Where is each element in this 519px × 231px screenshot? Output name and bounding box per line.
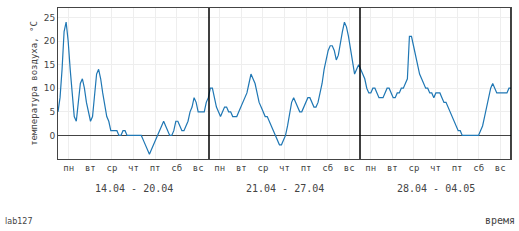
svg-text:ср: ср [409,163,420,173]
svg-text:14.04 - 20.04: 14.04 - 20.04 [95,183,173,194]
svg-text:15: 15 [44,60,55,70]
svg-text:пт: пт [150,163,161,173]
svg-text:сб: сб [473,163,484,173]
svg-text:0: 0 [49,131,55,141]
svg-text:lab127: lab127 [5,217,32,226]
svg-text:сб: сб [171,163,182,173]
svg-text:вс: вс [344,163,355,173]
svg-text:10: 10 [44,83,56,93]
svg-text:ср: ср [258,163,269,173]
svg-text:температура воздуха, °С: температура воздуха, °С [29,21,39,146]
svg-text:вс: вс [495,163,506,173]
svg-text:вт: вт [85,163,96,173]
svg-text:пн: пн [365,163,376,173]
svg-text:чт: чт [430,163,441,173]
svg-text:пн: пн [214,163,225,173]
svg-text:28.04 - 04.05: 28.04 - 04.05 [397,183,475,194]
svg-text:сб: сб [322,163,333,173]
svg-text:пн: пн [63,163,74,173]
svg-text:вт: вт [387,163,398,173]
svg-text:вс: вс [193,163,204,173]
svg-text:21.04 - 27.04: 21.04 - 27.04 [246,183,324,194]
svg-text:чт: чт [279,163,290,173]
svg-text:время: время [485,215,515,226]
svg-text:25: 25 [44,13,55,23]
svg-text:пт: пт [301,163,312,173]
svg-text:ср: ср [107,163,118,173]
svg-text:вт: вт [236,163,247,173]
svg-text:чт: чт [128,163,139,173]
svg-text:пт: пт [452,163,463,173]
svg-text:5: 5 [49,107,55,117]
svg-text:20: 20 [44,36,56,46]
